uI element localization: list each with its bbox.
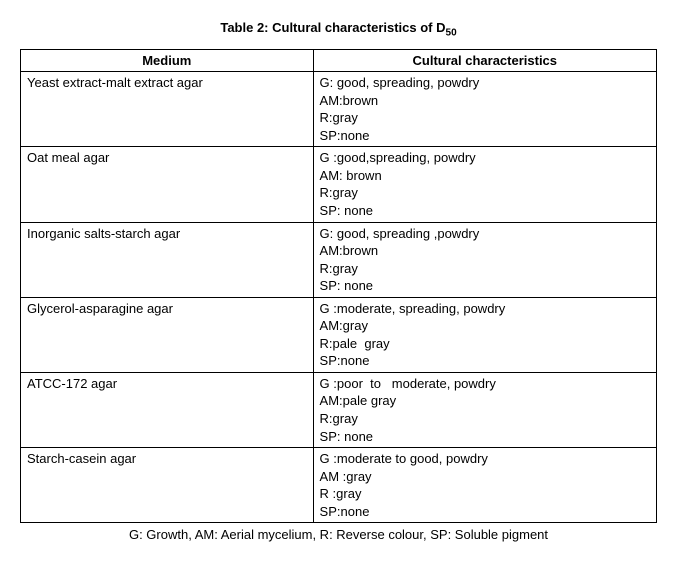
char-line: G :good,spreading, powdry xyxy=(320,149,650,167)
table-row: Yeast extract-malt extract agarG: good, … xyxy=(21,72,657,147)
title-text: Table 2: Cultural characteristics of D xyxy=(220,20,445,35)
cell-medium: ATCC-172 agar xyxy=(21,372,314,447)
char-line: SP:none xyxy=(320,127,650,145)
cell-characteristics: G :moderate, spreading, powdryAM:grayR:p… xyxy=(313,297,656,372)
char-line: R:gray xyxy=(320,184,650,202)
table-footnote: G: Growth, AM: Aerial mycelium, R: Rever… xyxy=(20,527,657,542)
cell-characteristics: G :good,spreading, powdryAM: brownR:gray… xyxy=(313,147,656,222)
char-line: R:pale gray xyxy=(320,335,650,353)
char-line: G :poor to moderate, powdry xyxy=(320,375,650,393)
cell-characteristics: G :moderate to good, powdryAM :grayR :gr… xyxy=(313,448,656,523)
char-line: AM:brown xyxy=(320,92,650,110)
char-line: SP: none xyxy=(320,277,650,295)
cultural-characteristics-table: Medium Cultural characteristics Yeast ex… xyxy=(20,49,657,524)
table-row: Oat meal agarG :good,spreading, powdryAM… xyxy=(21,147,657,222)
char-line: SP: none xyxy=(320,428,650,446)
table-header-row: Medium Cultural characteristics xyxy=(21,49,657,72)
char-line: SP:none xyxy=(320,503,650,521)
cell-characteristics: G: good, spreading, powdryAM:brownR:gray… xyxy=(313,72,656,147)
char-line: AM: brown xyxy=(320,167,650,185)
char-line: AM:gray xyxy=(320,317,650,335)
cell-medium: Glycerol-asparagine agar xyxy=(21,297,314,372)
cell-medium: Starch-casein agar xyxy=(21,448,314,523)
cell-medium: Inorganic salts-starch agar xyxy=(21,222,314,297)
col-header-medium: Medium xyxy=(21,49,314,72)
cell-medium: Oat meal agar xyxy=(21,147,314,222)
char-line: AM :gray xyxy=(320,468,650,486)
table-row: Inorganic salts-starch agarG: good, spre… xyxy=(21,222,657,297)
char-line: SP:none xyxy=(320,352,650,370)
cell-characteristics: G :poor to moderate, powdryAM:pale grayR… xyxy=(313,372,656,447)
char-line: R:gray xyxy=(320,109,650,127)
char-line: SP: none xyxy=(320,202,650,220)
char-line: AM:pale gray xyxy=(320,392,650,410)
char-line: R:gray xyxy=(320,260,650,278)
char-line: G :moderate, spreading, powdry xyxy=(320,300,650,318)
char-line: R:gray xyxy=(320,410,650,428)
char-line: AM:brown xyxy=(320,242,650,260)
table-title: Table 2: Cultural characteristics of D50 xyxy=(20,20,657,39)
char-line: G: good, spreading, powdry xyxy=(320,74,650,92)
cell-characteristics: G: good, spreading ,powdryAM:brownR:gray… xyxy=(313,222,656,297)
col-header-characteristics: Cultural characteristics xyxy=(313,49,656,72)
table-container: Table 2: Cultural characteristics of D50… xyxy=(20,20,657,542)
char-line: G: good, spreading ,powdry xyxy=(320,225,650,243)
cell-medium: Yeast extract-malt extract agar xyxy=(21,72,314,147)
table-row: Glycerol-asparagine agarG :moderate, spr… xyxy=(21,297,657,372)
char-line: R :gray xyxy=(320,485,650,503)
table-row: Starch-casein agarG :moderate to good, p… xyxy=(21,448,657,523)
title-sub: 50 xyxy=(446,28,457,39)
char-line: G :moderate to good, powdry xyxy=(320,450,650,468)
table-row: ATCC-172 agarG :poor to moderate, powdry… xyxy=(21,372,657,447)
